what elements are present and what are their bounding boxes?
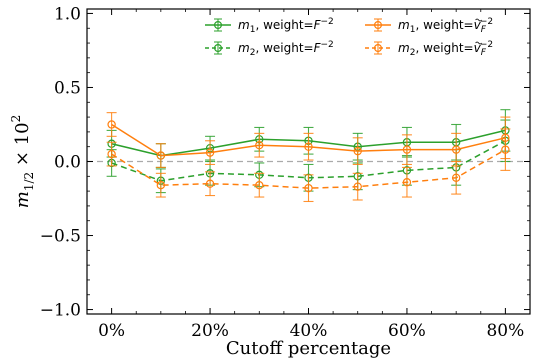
data-point (156, 151, 166, 160)
data-point (107, 149, 116, 159)
legend-swatch-marker (214, 43, 223, 52)
x-tick-label: 0% (98, 321, 125, 341)
x-tick-label: 80% (486, 321, 524, 341)
series-line (111, 149, 506, 189)
y-tick-label: −0.5 (40, 227, 81, 247)
y-tick-label: 0.5 (54, 78, 81, 98)
data-point (451, 145, 461, 154)
y-tick-label: −1.0 (40, 301, 81, 321)
x-tick-label: 60% (388, 321, 426, 341)
tilde-mark (475, 41, 482, 45)
data-point (255, 141, 264, 150)
legend-label: m1, weight=vF−2 (398, 17, 493, 35)
ticks-layer: 0% 20% 40% 60% 80% −1.0 −0.5 0.0 0.5 1.0 (40, 4, 530, 341)
legend-swatch-marker (374, 21, 383, 30)
data-point (501, 145, 510, 154)
data-point (353, 146, 362, 156)
legend-entry-4: m2, weight=vF−2 (365, 40, 493, 58)
data-point (205, 148, 215, 157)
data-point (402, 178, 412, 187)
legend-swatch-marker (214, 21, 223, 30)
series-line (111, 123, 506, 157)
x-axis-label: Cutoff percentage (226, 338, 391, 359)
legend-label: m1, weight=F−2 (238, 17, 334, 35)
y-axis-label-var: m (12, 191, 33, 208)
legend-swatch-marker (374, 43, 383, 52)
data-point (353, 182, 362, 191)
legend-entry-1: m1, weight=F−2 (205, 17, 334, 35)
y-axis-label: m1/2 × 102 (9, 115, 36, 208)
y-axis-label-sup: 2 (9, 115, 23, 123)
data-point (304, 183, 313, 193)
y-axis-label-sub: 1/2 (22, 172, 36, 191)
data-point (451, 173, 461, 182)
legend-label: m2, weight=F−2 (238, 40, 334, 58)
y-tick-label: 1.0 (54, 4, 81, 24)
series-layer (106, 109, 511, 203)
y-tick-label: 0.0 (54, 153, 81, 173)
legend-label: m2, weight=vF−2 (398, 40, 493, 58)
data-point (156, 180, 166, 190)
tilde-mark (475, 18, 482, 22)
data-point (107, 120, 116, 129)
data-point (304, 142, 313, 151)
data-point (255, 180, 264, 190)
data-point (205, 179, 215, 188)
legend-entry-2: m2, weight=F−2 (205, 40, 334, 58)
data-point (402, 145, 412, 154)
series-4 (106, 128, 511, 203)
y-axis-label-rest: × 10 (12, 122, 33, 171)
legend: m1, weight=F−2 m2, weight=F−2 m1, weight=v… (205, 17, 493, 58)
legend-entry-3: m1, weight=vF−2 (365, 17, 493, 35)
x-tick-label: 40% (290, 321, 328, 341)
x-tick-label: 20% (191, 321, 229, 341)
